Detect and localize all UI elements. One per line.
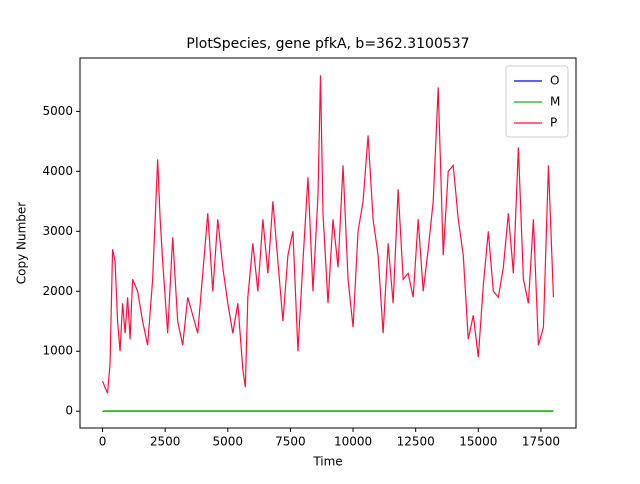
y-tick-label: 1000: [42, 344, 73, 358]
y-tick-label: 2000: [42, 284, 73, 298]
x-tick-label: 10000: [334, 435, 372, 449]
x-tick-label: 7500: [275, 435, 306, 449]
x-tick-label: 15000: [459, 435, 497, 449]
y-tick-label: 5000: [42, 104, 73, 118]
x-tick-label: 12500: [397, 435, 435, 449]
x-axis-label: Time: [312, 455, 342, 469]
x-tick-label: 0: [99, 435, 107, 449]
y-axis-label: Copy Number: [15, 202, 29, 285]
legend-label: P: [550, 116, 557, 130]
x-tick-label: 2500: [150, 435, 181, 449]
y-tick-label: 4000: [42, 164, 73, 178]
y-tick-label: 3000: [42, 224, 73, 238]
x-tick-label: 17500: [522, 435, 560, 449]
legend-label: O: [550, 74, 559, 88]
chart-title: PlotSpecies, gene pfkA, b=362.3100537: [186, 36, 469, 52]
x-tick-label: 5000: [213, 435, 244, 449]
legend-label: M: [550, 95, 560, 109]
y-tick-label: 0: [65, 404, 73, 418]
